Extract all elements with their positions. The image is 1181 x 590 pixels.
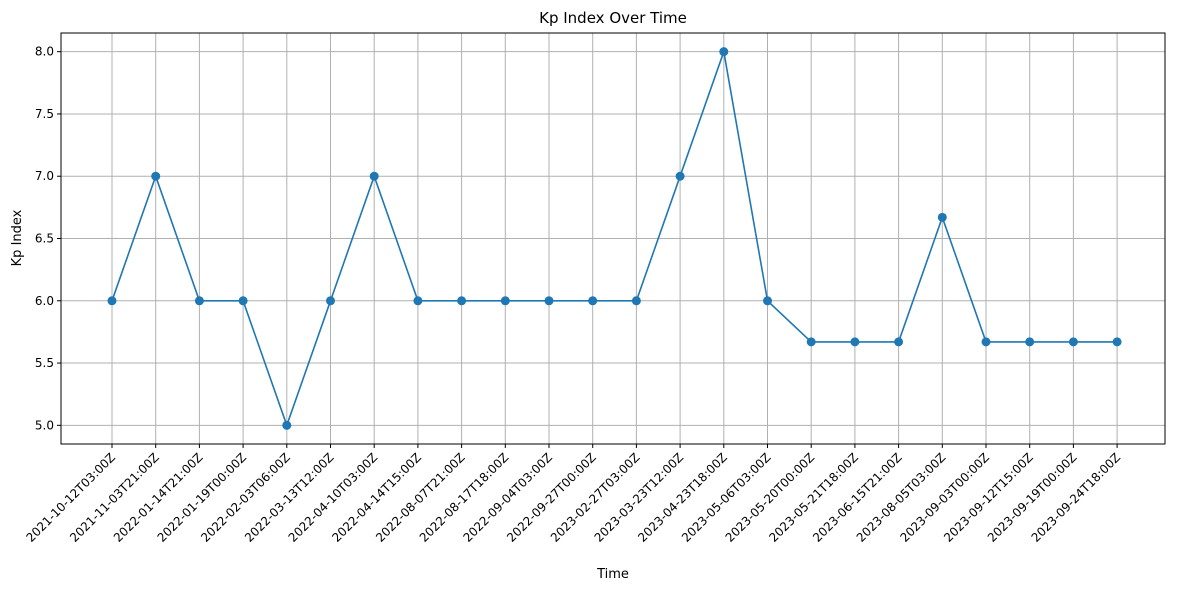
data-point: [544, 296, 554, 306]
data-point: [894, 337, 904, 347]
data-point: [1112, 337, 1122, 347]
data-point: [937, 212, 947, 222]
data-point: [413, 296, 423, 306]
y-tick-label: 7.5: [35, 107, 54, 121]
data-point: [1025, 337, 1035, 347]
y-tick-label: 5.0: [35, 418, 54, 432]
data-point: [631, 296, 641, 306]
data-point: [457, 296, 467, 306]
data-point: [675, 171, 685, 181]
y-axis-label: Kp Index: [10, 209, 25, 266]
data-point: [282, 420, 292, 430]
data-point: [588, 296, 598, 306]
data-point: [107, 296, 117, 306]
chart-title: Kp Index Over Time: [539, 9, 687, 27]
y-tick-label: 6.0: [35, 294, 54, 308]
y-tick-label: 8.0: [35, 45, 54, 59]
series-kp-index: [107, 47, 1122, 430]
data-point: [151, 171, 161, 181]
x-axis-label: Time: [596, 567, 629, 582]
y-tick-label: 6.5: [35, 232, 54, 246]
series-line: [111, 48, 1118, 428]
data-point: [763, 296, 772, 306]
data-point: [238, 296, 248, 306]
data-point: [500, 296, 510, 306]
x-axis: 2021-10-12T03:00Z2021-11-03T21:00Z2022-0…: [23, 444, 1123, 545]
data-point: [806, 337, 816, 347]
data-point: [850, 337, 860, 347]
data-point: [369, 171, 379, 181]
y-tick-label: 7.0: [35, 169, 54, 183]
data-point: [1068, 337, 1078, 347]
data-point: [194, 296, 204, 306]
y-axis: 5.0 5.5 6.0 6.5 7.0 7.5 8.0: [35, 45, 61, 432]
data-point: [326, 296, 335, 306]
grid: [61, 33, 1165, 444]
x-tick-label: 2023-09-24T18:00Z: [1029, 450, 1124, 545]
y-tick-label: 5.5: [35, 356, 54, 370]
data-point: [719, 47, 729, 57]
data-point: [981, 337, 991, 347]
